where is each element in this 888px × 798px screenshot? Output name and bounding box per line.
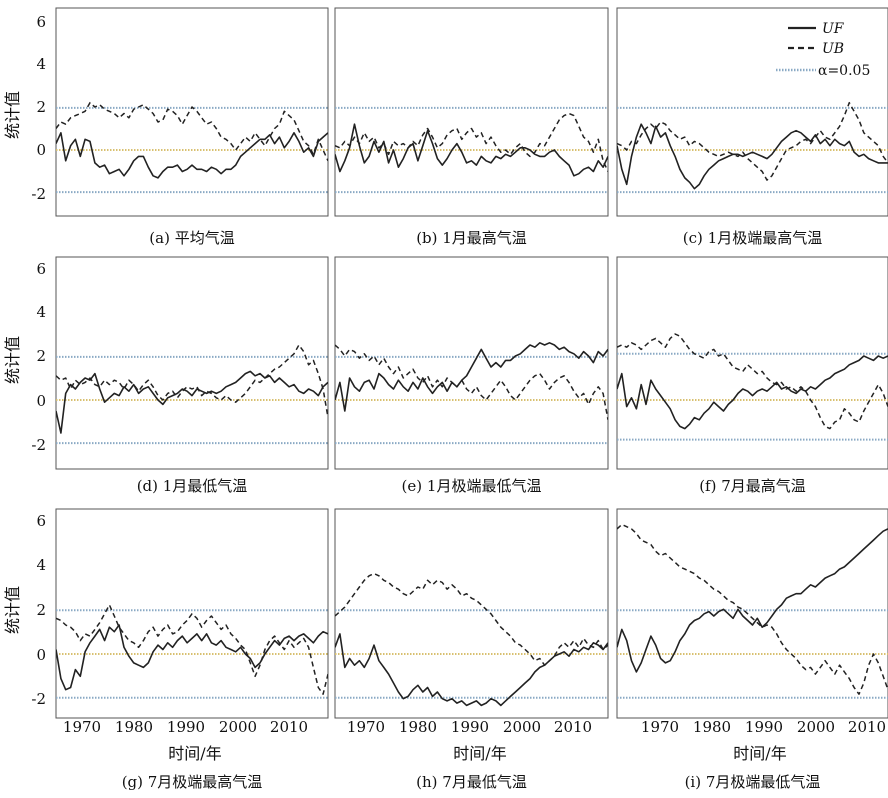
y-axis-label-row-2: 统计值 (3, 336, 22, 384)
panel-frame (335, 8, 608, 216)
panel-frame (335, 257, 608, 469)
x-tick-label: 1990 (745, 718, 783, 736)
panel-caption: (g) 7月极端最高气温 (122, 773, 263, 791)
panel-caption: (a) 平均气温 (149, 229, 234, 247)
x-tick-label: 2000 (797, 718, 835, 736)
y-axis-label: 统计值 (3, 91, 22, 139)
y-tick-labels-row-2: 6 4 2 0 -2 (31, 260, 46, 454)
panel-frame (617, 509, 888, 718)
legend-uf-label: UF (822, 21, 845, 37)
y-axis-label-row-1: 统计值 (3, 91, 22, 139)
x-tick-labels-panel-i: 1970 1980 1990 2000 2010 (641, 718, 886, 736)
y-tick-label: 2 (36, 98, 46, 116)
y-tick-label: 6 (36, 260, 46, 278)
x-tick-label: 1970 (63, 718, 101, 736)
y-tick-label: 4 (36, 55, 46, 73)
panel-caption: (d) 1月最低气温 (137, 477, 248, 495)
y-tick-label: 6 (36, 13, 46, 31)
panel-caption: (c) 1月极端最高气温 (683, 229, 822, 247)
panel-frame (56, 8, 328, 216)
x-tick-label: 2000 (219, 718, 257, 736)
panel-caption: (h) 7月最低气温 (416, 773, 527, 791)
y-tick-label: -2 (31, 436, 46, 454)
panel-frame (617, 8, 888, 216)
x-tick-labels-panel-g: 1970 1980 1990 2000 2010 (63, 718, 308, 736)
panel-caption: (i) 7月极端最低气温 (685, 773, 821, 791)
x-tick-label: 1990 (451, 718, 489, 736)
x-tick-label: 1980 (399, 718, 437, 736)
x-axis-label: 时间/年 (168, 744, 221, 763)
panel-frame (56, 257, 328, 469)
y-tick-label: 4 (36, 556, 46, 574)
legend-alpha-label: α=0.05 (818, 63, 870, 79)
x-tick-label: 2000 (503, 718, 541, 736)
panel-e: (e) 1月极端最低气温 (335, 257, 608, 495)
panel-caption: (e) 1月极端最低气温 (402, 477, 542, 495)
y-tick-label: 6 (36, 512, 46, 530)
x-tick-label: 2010 (270, 718, 308, 736)
x-tick-label: 2010 (848, 718, 886, 736)
panel-f: (f) 7月最高气温 (617, 257, 888, 495)
panel-frame (335, 509, 608, 718)
panel-caption: (b) 1月最高气温 (416, 229, 527, 247)
panel-d: (d) 1月最低气温 (56, 257, 328, 495)
x-axis-label: 时间/年 (733, 744, 786, 763)
y-tick-label: 4 (36, 303, 46, 321)
y-axis-label: 统计值 (3, 586, 22, 634)
x-axis-label: 时间/年 (453, 744, 506, 763)
x-tick-labels-panel-h: 1970 1980 1990 2000 2010 (347, 718, 592, 736)
y-tick-label: -2 (31, 690, 46, 708)
x-tick-label: 1980 (693, 718, 731, 736)
panels: (a) 平均气温 (b) 1月最高气温 (c) 1月极端最高气温 (d) 1月最低气温… (56, 8, 888, 791)
x-tick-label: 1970 (347, 718, 385, 736)
x-tick-label: 1990 (167, 718, 205, 736)
panel-frame (617, 257, 888, 469)
x-tick-label: 1980 (115, 718, 153, 736)
x-tick-label: 1970 (641, 718, 679, 736)
x-tick-label: 2010 (554, 718, 592, 736)
y-tick-label: 2 (36, 347, 46, 365)
panel-b: (b) 1月最高气温 (335, 8, 608, 247)
y-tick-label: 2 (36, 601, 46, 619)
y-axis-label-row-3: 统计值 (3, 586, 22, 634)
panel-caption: (f) 7月最高气温 (699, 477, 806, 495)
y-tick-labels-row-3: 6 4 2 0 -2 (31, 512, 46, 708)
legend-ub-label: UB (822, 41, 844, 57)
y-tick-label: -2 (31, 185, 46, 203)
y-tick-label: 0 (36, 392, 46, 410)
y-axis-label: 统计值 (3, 336, 22, 384)
panel-a: (a) 平均气温 (56, 8, 328, 247)
y-tick-label: 0 (36, 141, 46, 159)
panel-c: (c) 1月极端最高气温 (617, 8, 888, 247)
y-tick-label: 0 (36, 646, 46, 664)
y-tick-labels-row-1: 6 4 2 0 -2 (31, 13, 46, 203)
